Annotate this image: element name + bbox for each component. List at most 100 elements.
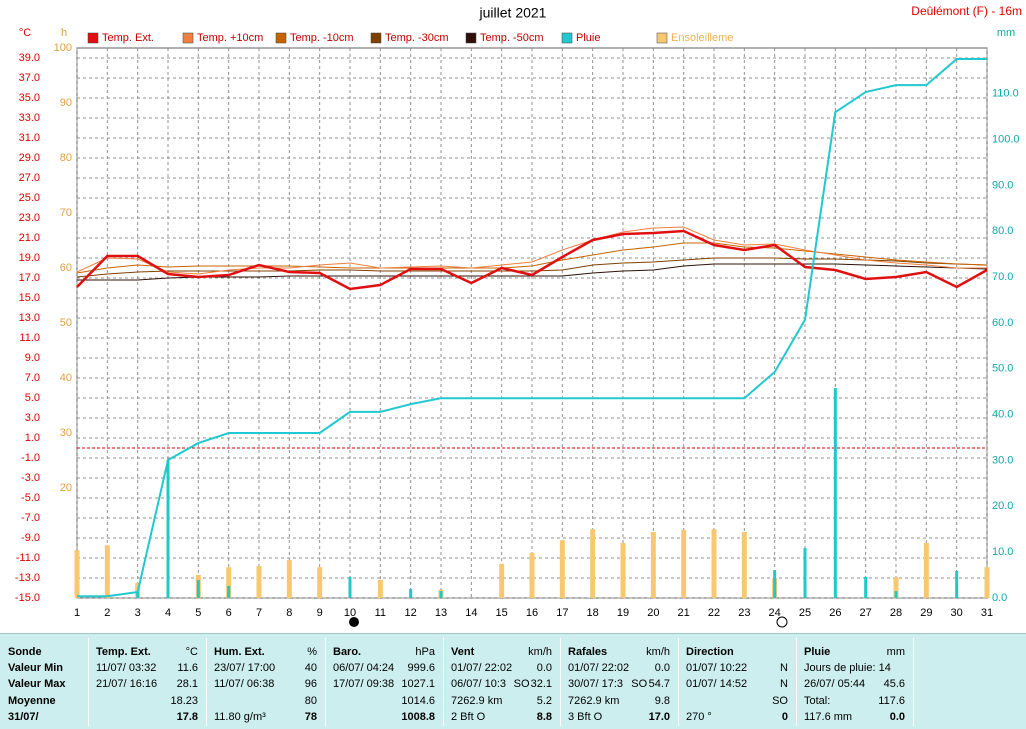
table-cell: 18.23 [170,694,198,707]
y2-tick-label: 30.0 [992,454,1013,466]
bar [104,545,110,598]
table-cell: 270 ° [686,710,712,723]
table-cell: 26/07/ 05:44 [804,678,866,691]
y3-tick-label: 50 [60,317,72,329]
column-separator [443,638,444,726]
y3-tick-label: 30 [60,427,72,439]
table-cell: 7262.9 km [568,694,620,707]
x-tick-label: 18 [587,607,599,619]
bar [894,591,898,598]
legend-swatch [370,32,382,44]
legend-label: Ensoleilleme [671,32,733,44]
table-cell: 21/07/ 16:16 [96,678,158,691]
table-cell: 1014.6 [401,694,435,707]
bar [620,543,626,598]
legend-label: Temp. -10cm [290,32,354,44]
table-cell: 23/07/ 17:00 [214,662,276,674]
table-cell: 06/07/ 04:24 [333,662,395,674]
x-tick-label: 29 [920,607,932,619]
table-cell: 17/07/ 09:38 [333,678,395,691]
y-tick-label: -5.0 [21,492,40,504]
legend-swatch [275,32,287,44]
x-tick-label: 6 [226,607,232,619]
series-line [76,226,987,275]
table-cell: Jours de pluie: 14 [804,662,891,674]
y-tick-label: -15.0 [15,592,40,604]
bar [439,591,443,598]
table-cell: 3 Bft O [568,710,603,723]
y3-tick-label: 100 [54,42,72,54]
column-separator [325,638,326,726]
table-cell: 17.8 [176,710,198,723]
y-tick-label: 7.0 [25,372,40,384]
y3-tick-label: 70 [60,207,72,219]
table-cell: N [780,662,788,674]
table-cell: 30/07/ 17:3 [568,678,624,691]
table-cell: Direction [686,646,734,658]
bar [711,529,717,598]
y-tick-label: 1.0 [25,432,40,444]
column-separator [206,638,207,726]
table-cell: 5.2 [536,694,552,707]
table-cell: 0 [781,710,788,723]
column-separator [796,638,797,726]
table-cell: Moyenne [8,694,56,707]
x-tick-label: 16 [526,607,538,619]
y3-label: h [61,27,67,39]
legend-swatch [656,32,668,44]
column-separator [913,638,914,726]
y-tick-label: 3.0 [25,412,40,424]
legend-swatch [561,32,573,44]
y2-tick-label: 100.0 [992,134,1020,146]
table-cell: 78 [304,710,317,723]
chart-title: juillet 2021 [479,5,547,21]
x-tick-label: 28 [890,607,902,619]
y-tick-label: 11.0 [19,332,40,344]
y-label: °C [19,27,31,39]
table-cell: 06/07/ 10:3 [451,678,507,691]
x-tick-label: 2 [104,607,110,619]
y-tick-label: -13.0 [15,572,40,584]
y-tick-label: 17.0 [19,272,40,284]
y-tick-label: 25.0 [19,192,40,204]
y2-tick-label: 90.0 [992,179,1013,191]
bar [227,586,231,598]
x-tick-label: 30 [951,607,963,619]
x-tick-label: 5 [195,607,201,619]
column-separator [88,638,89,726]
x-tick-label: 7 [256,607,262,619]
table-cell: N [780,678,788,691]
y2-tick-label: 10.0 [992,546,1013,558]
x-tick-label: 27 [860,607,872,619]
bar [559,540,565,598]
series-line [76,242,988,274]
bar [226,567,232,598]
bar [377,579,383,598]
legend-label: Temp. Ext. [102,32,154,44]
y-tick-label: 35.0 [19,92,40,104]
table-cell: 31/07/ [8,710,39,723]
y2-label: mm [997,27,1015,39]
table-cell: Vent [451,646,475,658]
bar [955,570,959,598]
x-tick-label: 8 [286,607,292,619]
bar [136,592,140,598]
y3-tick-label: 20 [60,482,72,494]
y-tick-label: 37.0 [19,72,40,84]
y3-tick-label: 90 [60,97,72,109]
legend-swatch [87,32,99,44]
legend-label: Temp. -30cm [385,32,449,44]
table-cell: 11/07/ 03:32 [96,662,157,674]
bar [590,529,596,598]
y2-tick-label: 60.0 [992,317,1013,329]
x-tick-label: 11 [375,607,386,619]
table-cell: 80 [304,694,317,707]
x-tick-label: 3 [135,607,141,619]
table-cell: % [307,646,317,658]
table-cell: 0.0 [536,662,552,674]
table-cell: Valeur Max [8,678,66,691]
table-cell: 28.1 [176,678,198,691]
table-cell: 40 [304,662,317,674]
table-cell: km/h [528,646,552,658]
